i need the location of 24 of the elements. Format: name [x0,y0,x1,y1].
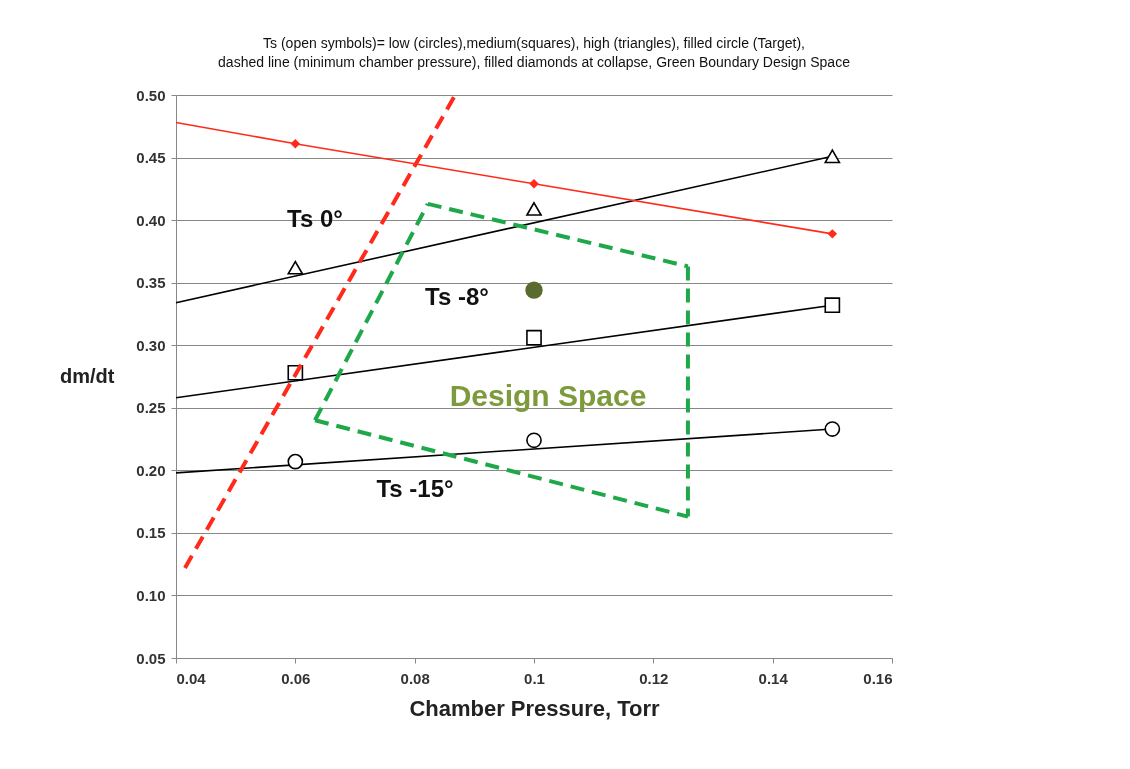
y-tick-label: 0.40 [136,211,166,229]
y-tick-label: 0.05 [136,649,166,667]
y-tick-label: 0.50 [136,86,166,104]
x-tick-label: 0.12 [639,669,669,687]
y-tick-label: 0.45 [136,149,166,167]
y-tick-label: 0.35 [136,274,166,292]
x-tick-label: 0.1 [524,669,545,687]
x-axis-title: Chamber Pressure, Torr [409,695,661,721]
y-tick-label: 0.10 [136,586,166,604]
annotation: Ts -8° [425,283,489,310]
y-tick-label: 0.30 [136,336,166,354]
y-axis-title: dm/dt [60,365,115,387]
annotation: Design Space [449,379,647,412]
x-tick-label: 0.06 [281,669,311,687]
annotation: Ts 0° [287,205,343,232]
x-tick-label: 0.04 [176,669,207,687]
x-tick-label: 0.08 [400,669,430,687]
x-tick-label: 0.14 [758,669,789,687]
y-tick-label: 0.15 [136,524,166,542]
y-tick-label: 0.20 [136,461,166,479]
y-tick-label: 0.25 [136,399,166,417]
chart-title: Ts (open symbols)= low (circles),medium(squares), high (triangles), filled circle (Target), dashed line (minimum chamber pressure), filled diamonds at collapse, Green Boundary Design Space [218,35,851,70]
annotation: Ts -15° [376,475,454,502]
x-tick-label: 0.16 [863,669,893,687]
